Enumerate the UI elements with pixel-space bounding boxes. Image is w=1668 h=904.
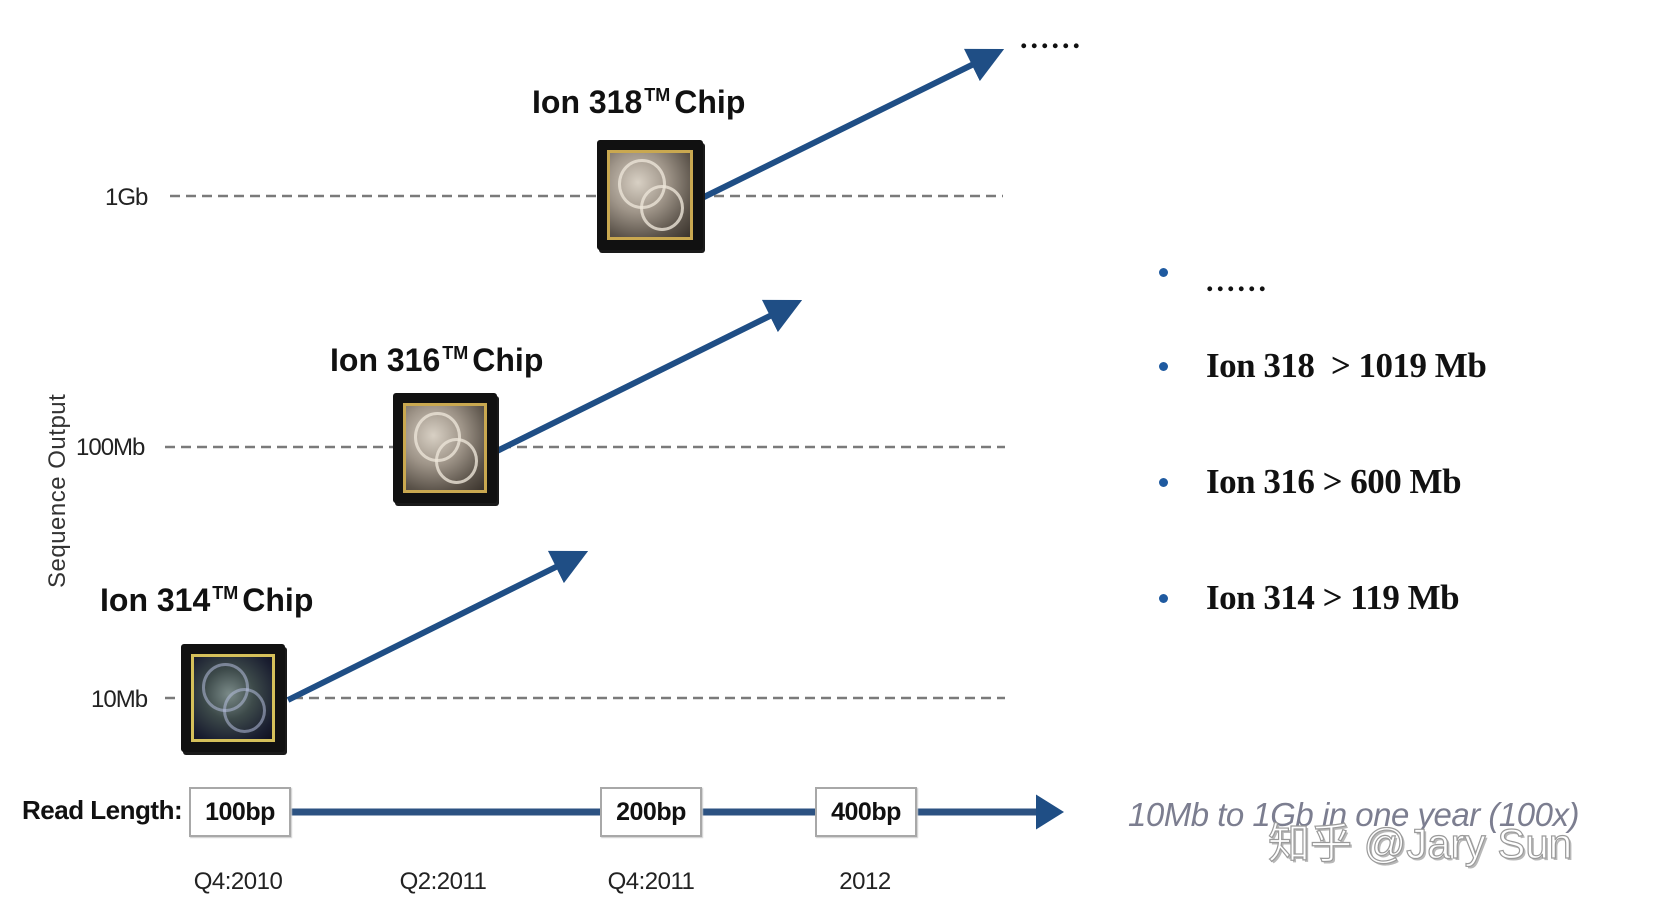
bullet-item-ion314: Ion 314 > 119 Mb [1159,578,1460,618]
chip-image-ion314 [181,644,285,752]
arrow-ion316 [495,299,803,454]
y-tick-1gb: 1Gb [105,184,148,211]
read-length-box-200bp: 200bp [600,787,702,837]
chip-image-ion318 [597,140,703,250]
bullet-icon [1159,267,1168,277]
read-length-title: Read Length: [22,795,183,825]
chip-label-ion314: Ion 314 TM Chip [100,582,314,618]
time-label-q2-2011: Q2:2011 [399,868,487,895]
y-tick-100mb: 100Mb [76,434,145,461]
bullet-item-ion318: Ion 318 > 1019 Mb [1159,346,1487,386]
read-length-box-100bp: 100bp [189,787,291,837]
arrow-ion318 [700,48,1005,201]
top-ellipsis: ...... [1020,22,1083,55]
chip-image-ion316 [393,393,497,503]
time-label-2012: 2012 [839,868,891,895]
bullet-icon [1159,477,1168,487]
watermark: 知乎 @Jary Sun [1267,819,1573,867]
time-label-q4-2010: Q4:2010 [193,868,283,895]
bullet-item-ion316: Ion 316 > 600 Mb [1159,462,1462,502]
bullet-item-ellipsis: ...... [1159,255,1269,298]
y-tick-10mb: 10Mb [91,686,148,713]
growth-caption: 10Mb to 1Gb in one year (100x) [1128,796,1579,833]
time-label-q4-2011: Q4:2011 [607,868,695,895]
chip-label-ion318: Ion 318 TM Chip [532,84,746,120]
read-length-box-400bp: 400bp [815,787,917,837]
chip-label-ion316: Ion 316 TM Chip [330,342,544,378]
y-axis-title: Sequence Output [44,393,71,588]
arrow-ion314 [286,550,589,703]
bullet-icon [1159,361,1168,371]
bullet-icon [1159,593,1168,603]
